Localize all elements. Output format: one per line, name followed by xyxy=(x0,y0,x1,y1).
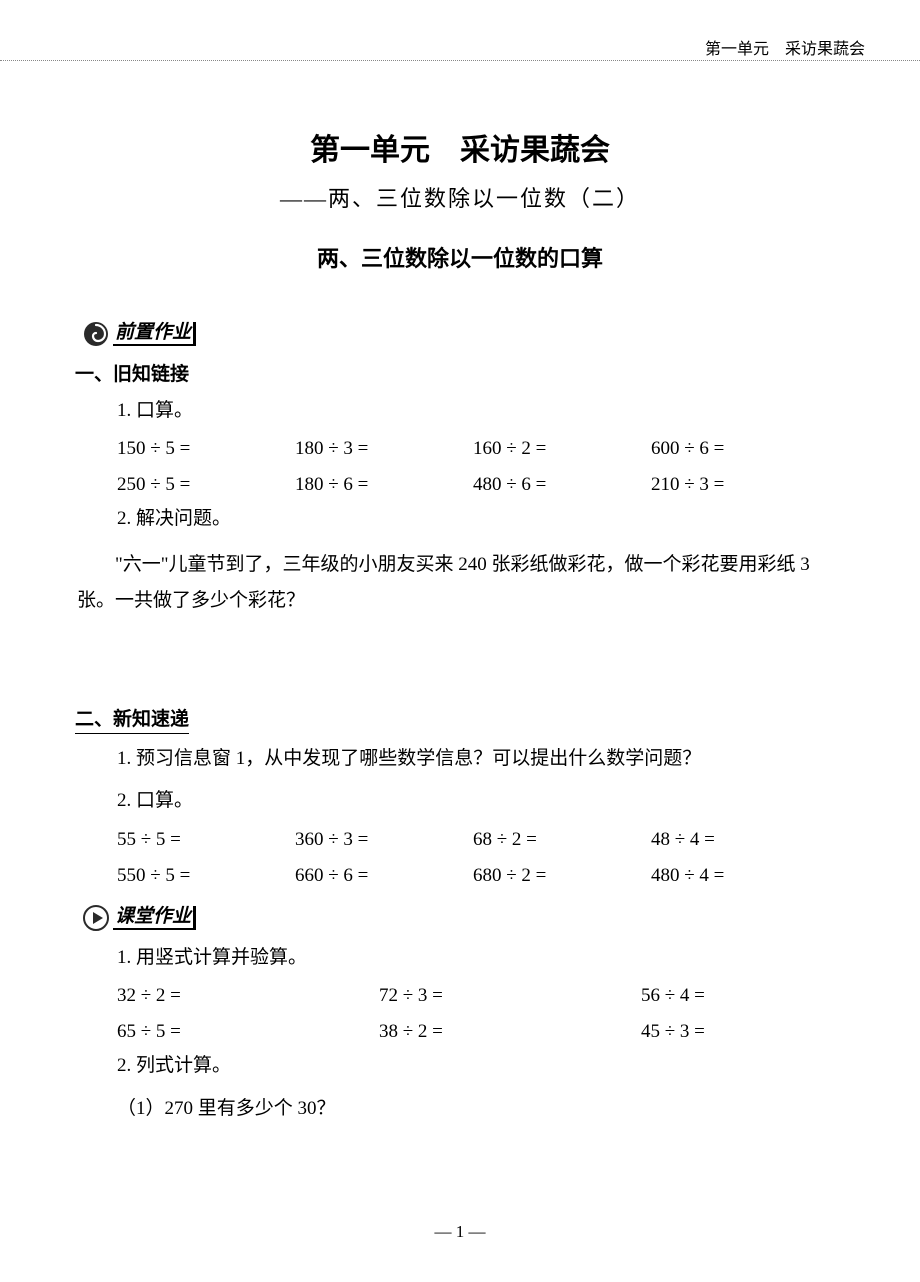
calc-cell: 45 ÷ 3 = xyxy=(641,1021,841,1043)
calc-cell: 48 ÷ 4 = xyxy=(651,829,829,851)
calc-cell: 180 ÷ 6 = xyxy=(295,474,473,496)
pre-homework-badge: 前置作业 xyxy=(83,321,845,347)
main-title: 第一单元 采访果蔬会 xyxy=(75,125,845,169)
calc-grid-3: 32 ÷ 2 = 72 ÷ 3 = 56 ÷ 4 = 65 ÷ 5 = 38 ÷… xyxy=(117,985,845,1043)
pre-homework-label: 前置作业 xyxy=(113,322,196,346)
calc-cell: 68 ÷ 2 = xyxy=(473,829,651,851)
section3-item2: 2. 列式计算。 xyxy=(117,1051,845,1081)
calc-cell: 210 ÷ 3 = xyxy=(651,474,829,496)
calc-cell: 600 ÷ 6 = xyxy=(651,438,829,460)
section2-item1: 1. 预习信息窗 1，从中发现了哪些数学信息？可以提出什么数学问题？ xyxy=(117,744,845,774)
spacer xyxy=(75,619,845,704)
header-breadcrumb: 第一单元 采访果蔬会 xyxy=(705,35,865,59)
section1-heading: 一、旧知链接 xyxy=(75,359,845,386)
calc-cell: 180 ÷ 3 = xyxy=(295,438,473,460)
section1-item2: 2. 解决问题。 xyxy=(117,504,845,534)
calc-cell: 480 ÷ 4 = xyxy=(651,865,829,887)
section2-item2: 2. 口算。 xyxy=(117,786,845,816)
calc-cell: 65 ÷ 5 = xyxy=(117,1021,379,1043)
header-divider xyxy=(0,60,920,61)
calc-cell: 72 ÷ 3 = xyxy=(379,985,641,1007)
page-number: — 1 — xyxy=(0,1222,920,1242)
calc-cell: 360 ÷ 3 = xyxy=(295,829,473,851)
section3-item3: （1）270 里有多少个 30？ xyxy=(117,1094,845,1124)
page-content: 第一单元 采访果蔬会 ——两、三位数除以一位数（二） 两、三位数除以一位数的口算… xyxy=(0,0,920,1124)
class-homework-badge: 课堂作业 xyxy=(83,905,845,931)
subtitle: ——两、三位数除以一位数（二） xyxy=(75,181,845,213)
calc-cell: 250 ÷ 5 = xyxy=(117,474,295,496)
swirl-icon xyxy=(83,321,109,347)
play-icon xyxy=(83,905,109,931)
calc-cell: 680 ÷ 2 = xyxy=(473,865,651,887)
calc-cell: 550 ÷ 5 = xyxy=(117,865,295,887)
calc-cell: 160 ÷ 2 = xyxy=(473,438,651,460)
calc-grid-2: 55 ÷ 5 = 360 ÷ 3 = 68 ÷ 2 = 48 ÷ 4 = 550… xyxy=(117,829,845,887)
class-homework-label: 课堂作业 xyxy=(113,906,196,930)
section2-heading: 二、新知速递 xyxy=(75,704,845,734)
calc-cell: 38 ÷ 2 = xyxy=(379,1021,641,1043)
section3-item1: 1. 用竖式计算并验算。 xyxy=(117,943,845,973)
section1-item1: 1. 口算。 xyxy=(117,396,845,426)
calc-cell: 55 ÷ 5 = xyxy=(117,829,295,851)
calc-cell: 56 ÷ 4 = xyxy=(641,985,841,1007)
section1-word-problem: "六一"儿童节到了，三年级的小朋友买来 240 张彩纸做彩花，做一个彩花要用彩纸… xyxy=(75,547,845,619)
calc-cell: 480 ÷ 6 = xyxy=(473,474,651,496)
section-title: 两、三位数除以一位数的口算 xyxy=(75,241,845,273)
calc-cell: 32 ÷ 2 = xyxy=(117,985,379,1007)
calc-cell: 150 ÷ 5 = xyxy=(117,438,295,460)
calc-grid-1: 150 ÷ 5 = 180 ÷ 3 = 160 ÷ 2 = 600 ÷ 6 = … xyxy=(117,438,845,496)
calc-cell: 660 ÷ 6 = xyxy=(295,865,473,887)
